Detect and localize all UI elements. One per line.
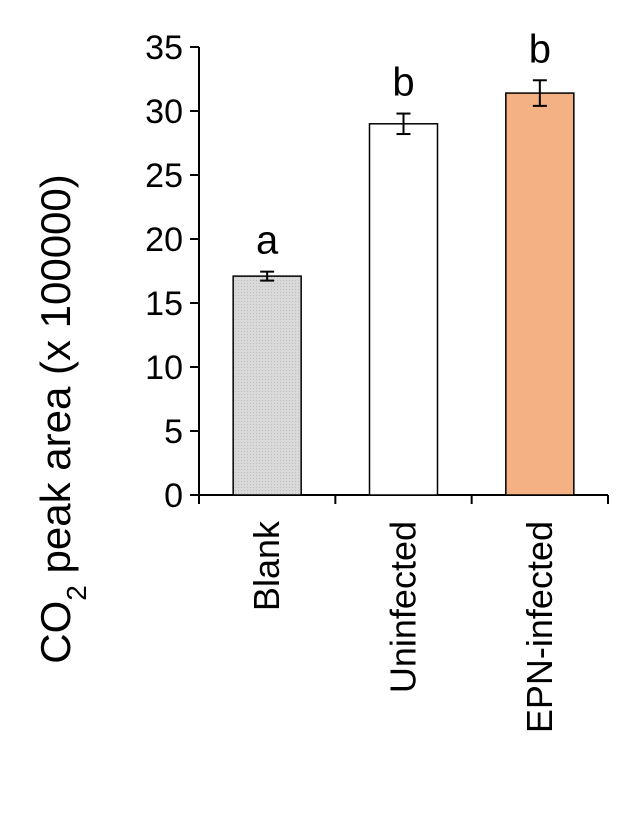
y-tick-label: 0 [164,477,183,515]
y-tick-label: 15 [145,285,183,323]
significance-label: b [529,27,551,71]
significance-label: a [256,219,279,263]
x-category-label: Uninfected [383,521,424,693]
bar-epn-infected [505,92,575,496]
y-axis-title: CO2 peak area (x 100000) [32,174,92,664]
y-tick-label: 10 [145,349,183,387]
significance-label: b [392,61,414,105]
x-category-label: Blank [246,520,287,611]
bar-blank [232,275,302,496]
y-tick-label: 25 [145,157,183,195]
y-tick-label: 30 [145,93,183,131]
y-tick-label: 35 [145,29,183,67]
bar-uninfected [368,123,439,496]
x-category-label: EPN-infected [519,521,560,733]
y-tick-label: 5 [164,413,183,451]
plot-area: 0 5 10 15 20 25 30 35 a Blank b Uninfected b EPN-infe… [145,27,609,733]
y-tick-label: 20 [145,221,183,259]
y-axis-title-main: CO [32,601,79,664]
svg-text:CO2 peak area (x 100000): CO2 peak area (x 100000) [32,174,92,664]
y-axis-title-rest: peak area (x 100000) [32,174,79,585]
y-axis-title-subscript: 2 [61,585,92,601]
